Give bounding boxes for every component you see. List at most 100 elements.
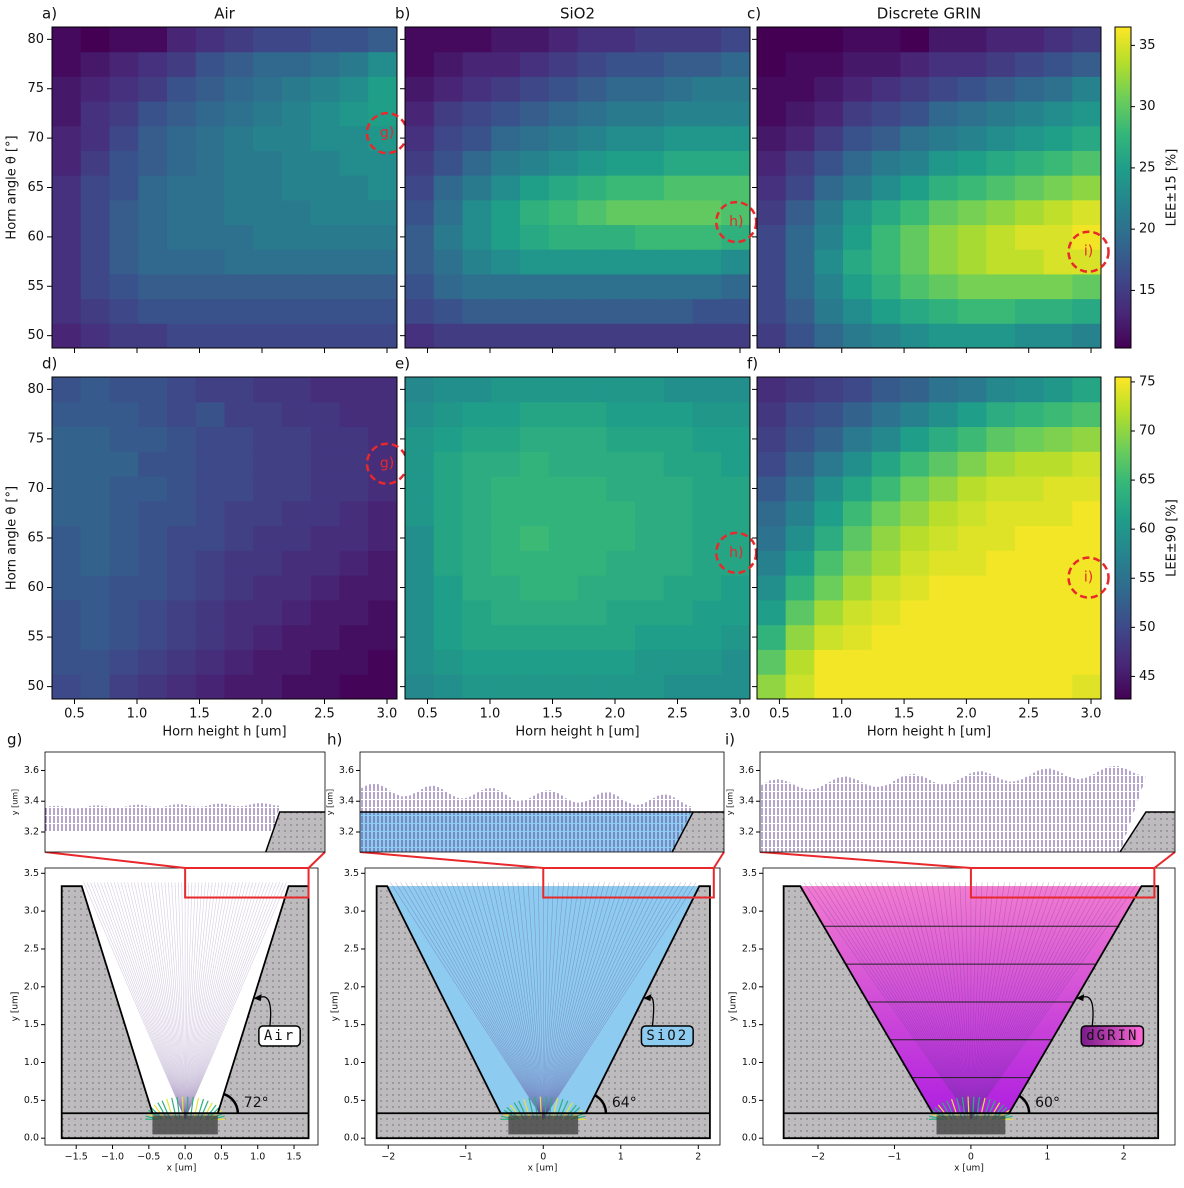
x-tick-label: 1.0 bbox=[250, 1152, 265, 1163]
heat-cell bbox=[814, 377, 844, 403]
heat-cell bbox=[433, 451, 463, 477]
heat-cell bbox=[339, 273, 369, 300]
heat-cell bbox=[368, 500, 398, 527]
heat-cell bbox=[195, 150, 225, 176]
heat-cell bbox=[52, 575, 82, 601]
heat-cell bbox=[957, 150, 987, 176]
heat-cell bbox=[843, 224, 873, 250]
heat-cell bbox=[635, 377, 665, 403]
heat-cell bbox=[606, 525, 636, 551]
heat-cell bbox=[80, 273, 110, 300]
heat-cell bbox=[871, 298, 901, 324]
heat-cell bbox=[871, 125, 901, 151]
heat-cell bbox=[195, 674, 225, 700]
heat-cell bbox=[843, 500, 873, 527]
heat-cell bbox=[785, 51, 815, 77]
heat-cell bbox=[52, 323, 82, 349]
heat-cell bbox=[548, 451, 578, 477]
marker-circle bbox=[1067, 556, 1110, 599]
y-tick-label: 0.0 bbox=[24, 1133, 39, 1144]
y-tick-label: 65 bbox=[27, 180, 44, 195]
heat-cell bbox=[814, 323, 844, 349]
heat-cell bbox=[224, 298, 254, 324]
field-ray bbox=[184, 882, 237, 1120]
heat-cell bbox=[310, 575, 340, 601]
heat-cell bbox=[405, 426, 435, 452]
heat-cell bbox=[986, 249, 1016, 275]
heat-cell bbox=[548, 273, 578, 300]
heat-cell bbox=[368, 451, 398, 477]
heat-cell bbox=[138, 649, 168, 675]
heat-cell bbox=[785, 224, 815, 250]
field-ray bbox=[86, 882, 186, 1120]
heat-cell bbox=[282, 575, 312, 601]
heat-cell bbox=[520, 550, 550, 576]
heat-cell bbox=[520, 599, 550, 626]
field-ray bbox=[492, 882, 544, 1120]
heat-cell bbox=[138, 674, 168, 700]
field-ray bbox=[110, 882, 186, 1120]
marker-label: i) bbox=[1084, 244, 1093, 260]
field-ray bbox=[430, 882, 544, 1120]
heat-cell bbox=[405, 476, 435, 502]
heat-cell bbox=[1043, 599, 1073, 626]
heat-cell bbox=[785, 500, 815, 527]
heat-cell bbox=[80, 674, 110, 700]
heat-cell bbox=[1015, 199, 1045, 226]
heat-cell bbox=[80, 298, 110, 324]
heat-cell bbox=[986, 150, 1016, 176]
heat-cell bbox=[548, 51, 578, 77]
heat-cell bbox=[900, 525, 930, 551]
field-ray bbox=[970, 882, 1011, 1120]
y-tick-label: 75 bbox=[27, 431, 44, 446]
heat-cell bbox=[491, 500, 521, 527]
heat-cell bbox=[1072, 525, 1102, 551]
heat-cell bbox=[900, 575, 930, 601]
heat-cell bbox=[138, 27, 168, 53]
heat-cell bbox=[109, 323, 139, 349]
heat-cell bbox=[606, 476, 636, 502]
panel-label: e) bbox=[395, 355, 410, 373]
heat-cell bbox=[1015, 451, 1045, 477]
panel-label: g) bbox=[7, 731, 22, 749]
x-tick-label: 2.0 bbox=[252, 707, 273, 722]
heat-cell bbox=[167, 525, 197, 551]
heat-cell bbox=[957, 224, 987, 250]
heat-cell bbox=[491, 426, 521, 452]
field-ray bbox=[914, 882, 972, 1120]
field-ray bbox=[970, 882, 1016, 1120]
heat-cell bbox=[224, 674, 254, 700]
field-ray bbox=[542, 882, 641, 1120]
heat-cell bbox=[433, 224, 463, 250]
field-ray bbox=[486, 882, 544, 1120]
x-tick-label: 1.5 bbox=[189, 707, 210, 722]
heat-cell bbox=[433, 649, 463, 675]
field-ray bbox=[803, 882, 972, 1120]
heat-cell bbox=[577, 525, 607, 551]
heat-cell bbox=[138, 624, 168, 650]
led bbox=[936, 1115, 1006, 1135]
heat-cell bbox=[957, 175, 987, 201]
marker-label: h) bbox=[729, 545, 743, 561]
heat-cell bbox=[757, 377, 787, 403]
heat-cell bbox=[577, 550, 607, 576]
heat-cell bbox=[929, 199, 959, 226]
field-ray bbox=[507, 882, 544, 1120]
heat-cell bbox=[957, 550, 987, 576]
heat-cell bbox=[282, 101, 312, 127]
heat-cell bbox=[310, 101, 340, 127]
heat-cell bbox=[692, 599, 722, 626]
heat-cell bbox=[138, 377, 168, 403]
heat-cell bbox=[405, 175, 435, 201]
heat-cell bbox=[663, 27, 693, 53]
heat-cell bbox=[606, 377, 636, 403]
x-tick-label: 1.5 bbox=[542, 707, 563, 722]
inset-y-label: y [um] bbox=[11, 789, 20, 815]
heat-cell bbox=[721, 451, 751, 477]
field-ray bbox=[820, 882, 972, 1120]
heat-cell bbox=[986, 649, 1016, 675]
heat-cell bbox=[871, 273, 901, 300]
field-ray bbox=[859, 882, 972, 1120]
heat-cell bbox=[871, 624, 901, 650]
